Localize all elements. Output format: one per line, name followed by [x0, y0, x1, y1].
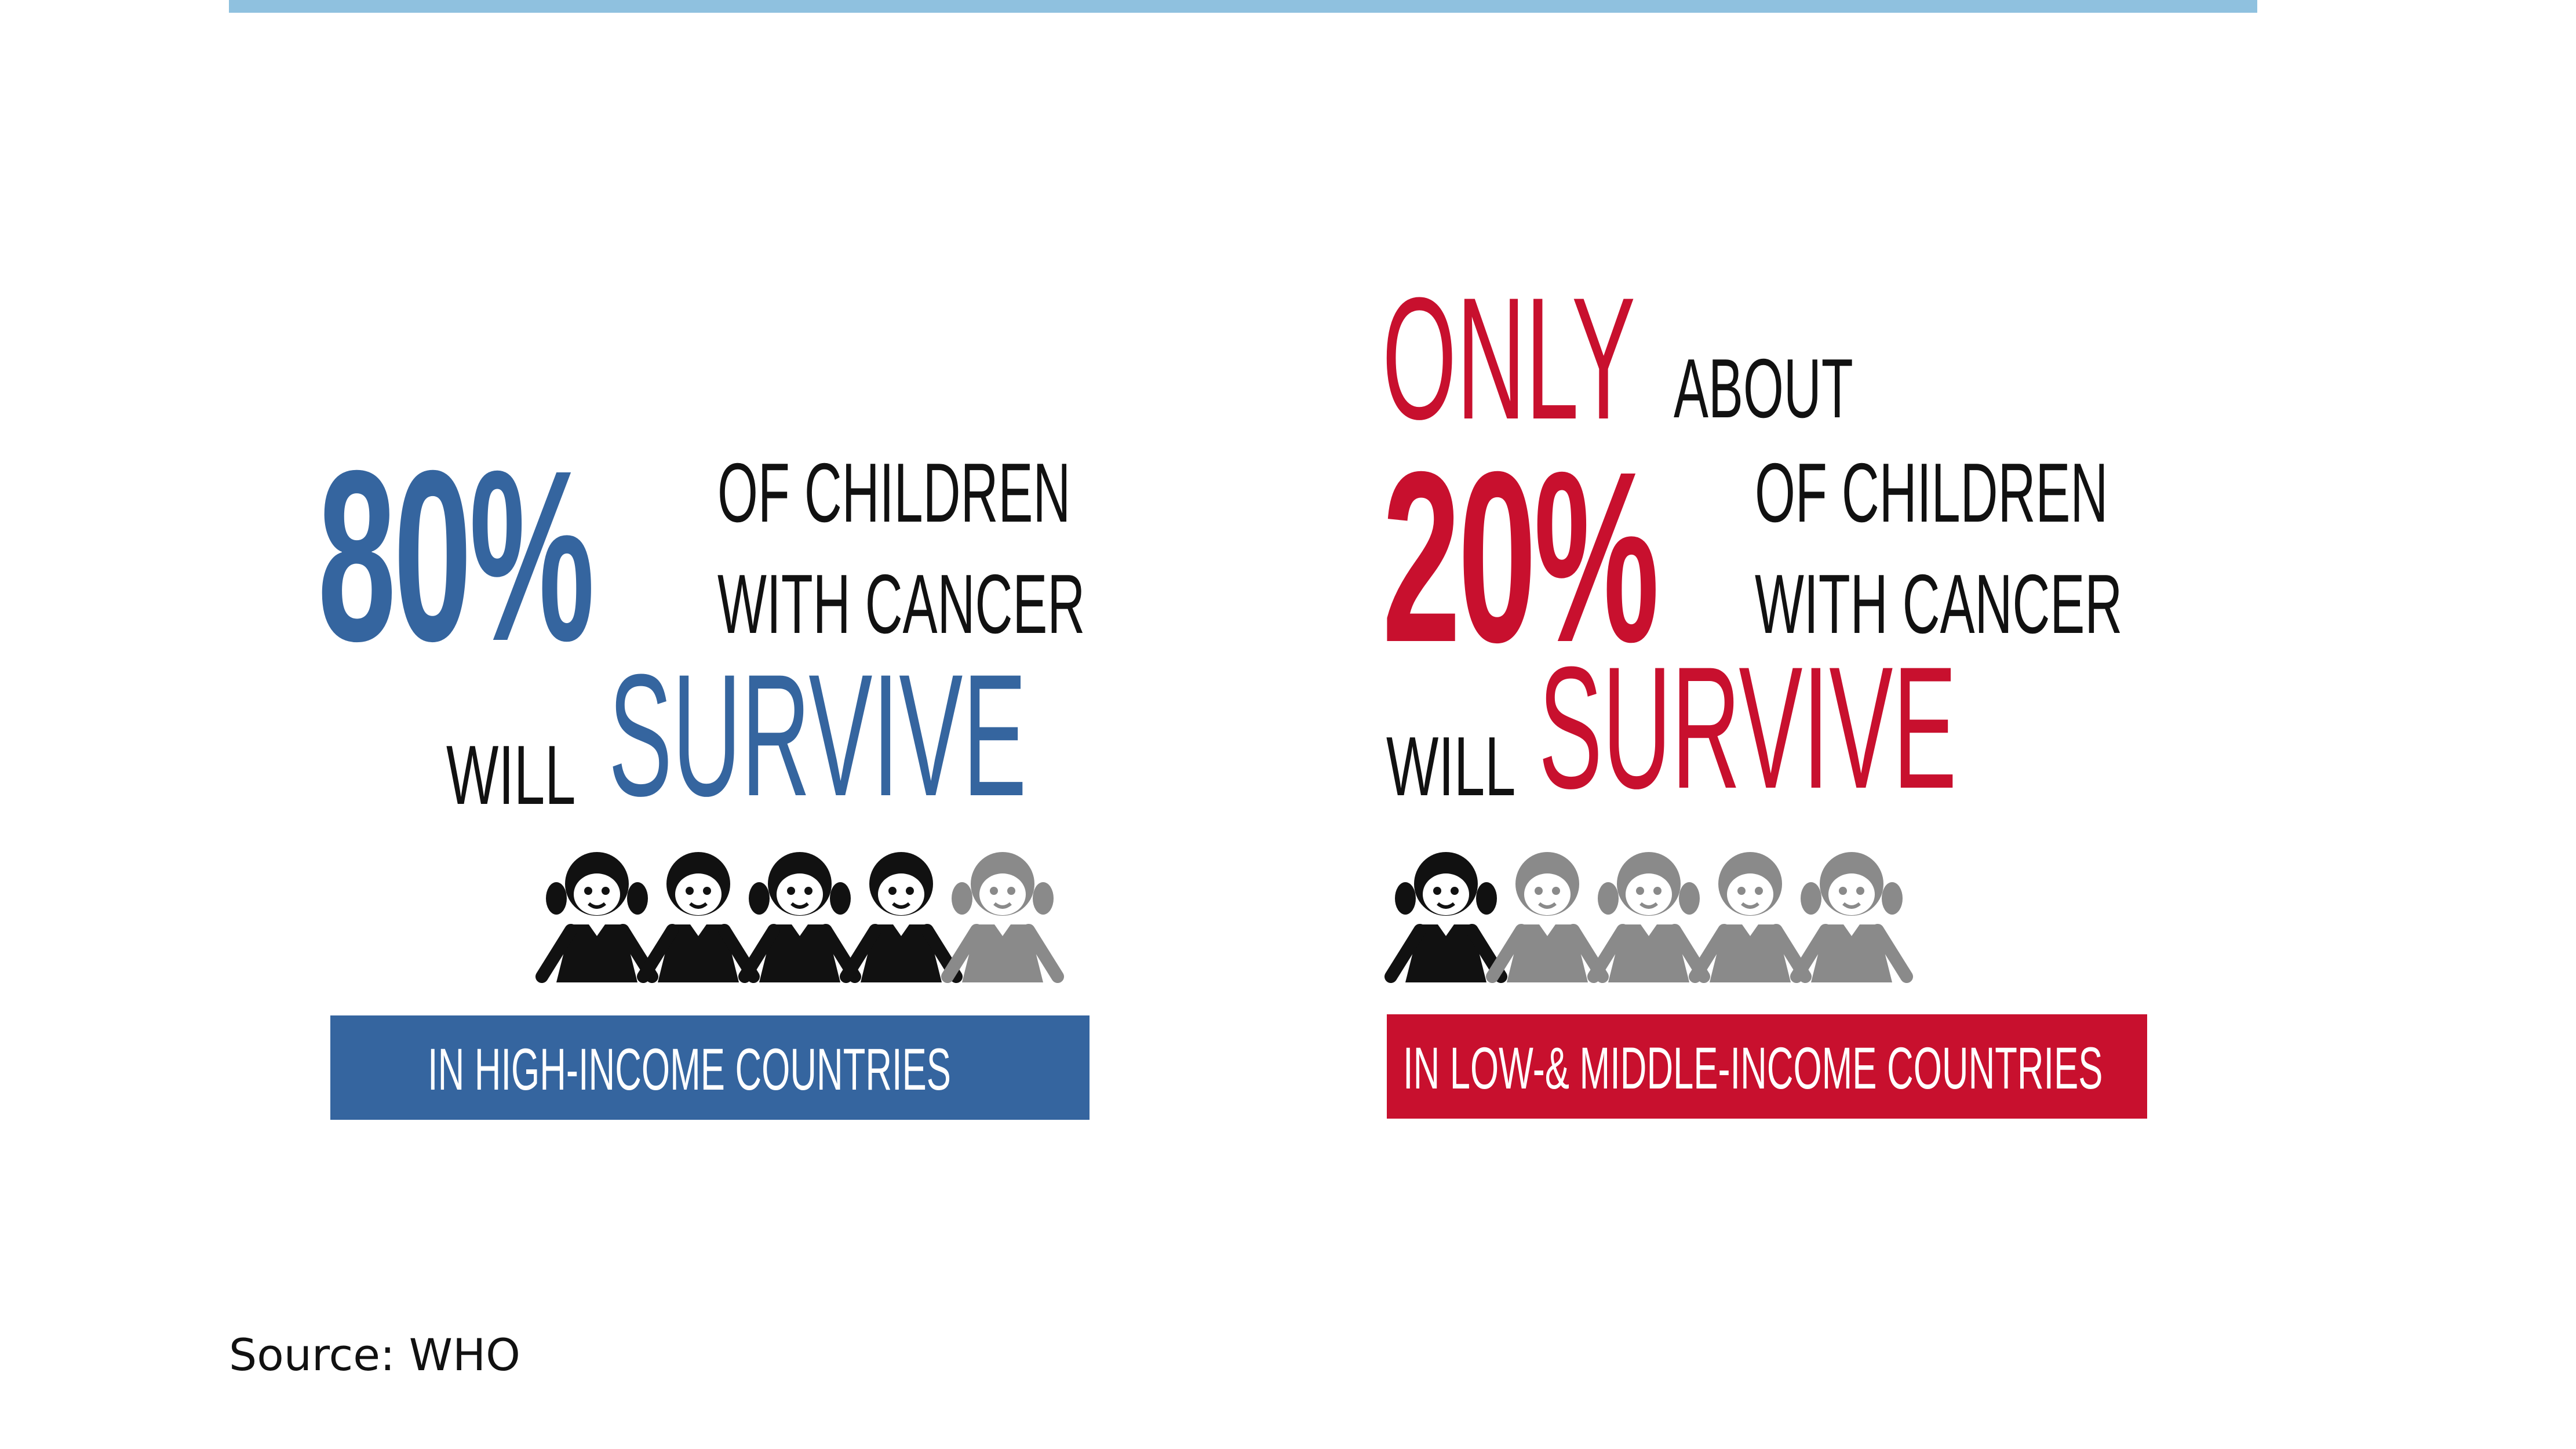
high-income-of-children: OF CHILDREN: [717, 446, 1071, 540]
girl-child-icon: [738, 852, 861, 983]
high-income-percent: 80%: [318, 420, 595, 692]
girl-child-icon: [941, 852, 1064, 983]
low-income-will: WILL: [1386, 719, 1516, 813]
girl-child-icon: [535, 852, 658, 983]
boy-child-icon: [840, 852, 963, 983]
high-income-will: WILL: [446, 728, 576, 822]
low-income-survive: SURVIVE: [1539, 630, 1957, 825]
source-note: Source: WHO: [229, 1329, 520, 1381]
high-income-banner-label: IN HIGH-INCOME COUNTRIES: [428, 1036, 951, 1102]
low-income-only: ONLY: [1382, 261, 1636, 456]
low-income-of-children: OF CHILDREN: [1755, 446, 2108, 540]
boy-child-icon: [637, 852, 760, 983]
girl-child-icon: [1790, 852, 1913, 983]
top-accent-bar: [229, 0, 2257, 13]
low-income-about: ABOUT: [1674, 341, 1853, 435]
boy-child-icon: [1486, 852, 1609, 983]
low-income-banner: IN LOW-& MIDDLE-INCOME COUNTRIES: [1387, 1014, 2147, 1119]
low-income-percent: 20%: [1382, 421, 1659, 693]
high-income-banner: IN HIGH-INCOME COUNTRIES: [330, 1015, 1090, 1120]
low-income-banner-label: IN LOW-& MIDDLE-INCOME COUNTRIES: [1403, 1035, 2103, 1101]
high-income-with-cancer: WITH CANCER: [717, 557, 1085, 651]
high-income-survive: SURVIVE: [609, 638, 1027, 832]
boy-child-icon: [1689, 852, 1812, 983]
low-income-with-cancer: WITH CANCER: [1755, 557, 2123, 651]
high-income-children-icons: [535, 852, 1064, 983]
low-income-children-icons: [1384, 852, 1913, 983]
girl-child-icon: [1587, 852, 1710, 983]
girl-child-icon: [1384, 852, 1507, 983]
